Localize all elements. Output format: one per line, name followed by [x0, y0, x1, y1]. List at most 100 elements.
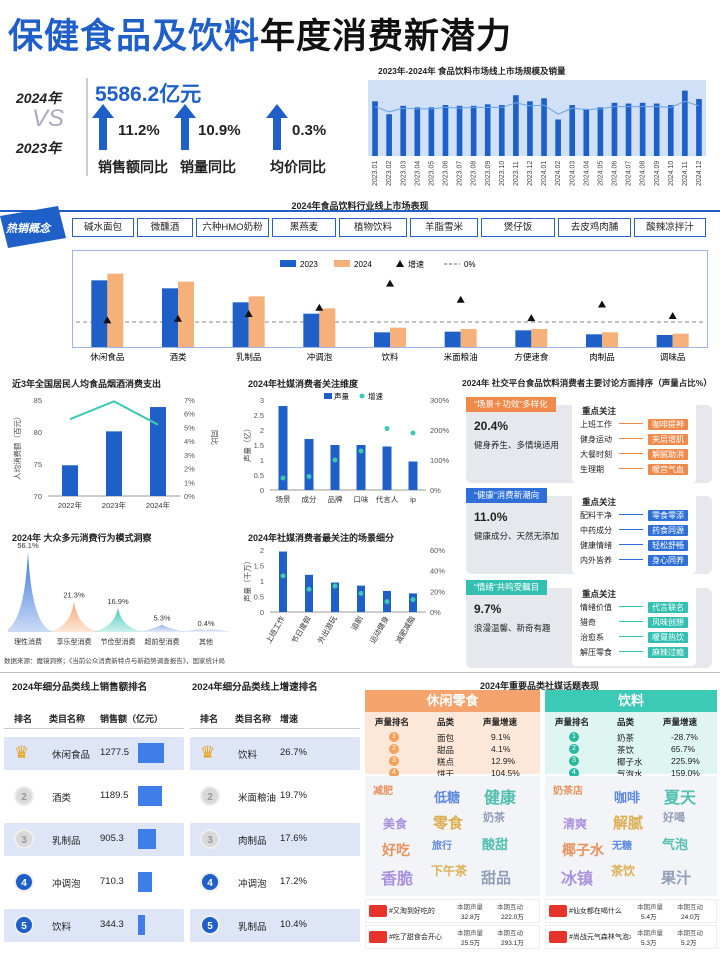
tick-2024.07: 2024.07 — [626, 161, 633, 186]
y2tick-100%: 100% — [430, 456, 450, 465]
year-a: 2024年 — [16, 90, 62, 106]
discuss-desc-1: 健康成分、天然无添加 — [474, 531, 560, 541]
hot-tag-碱水面包[interactable]: 碱水面包 — [72, 218, 134, 237]
cat-label-酒类: 酒类 — [169, 352, 187, 362]
kpi-label-1: 销售额同比 — [98, 159, 168, 175]
bar-场景 — [278, 406, 288, 490]
row-name-饮料: 饮料 — [52, 922, 72, 933]
connector — [619, 514, 643, 515]
bar-2023-冲调泡 — [303, 313, 320, 347]
tick-2024.08: 2024.08 — [640, 161, 647, 186]
hot-tag-植物饮料[interactable]: 植物饮料 — [339, 218, 407, 237]
bar-减肥减脂 — [409, 593, 417, 612]
row-name-酒类: 酒类 — [52, 793, 72, 804]
tick-2024.09: 2024.09 — [654, 161, 661, 186]
ytick-80: 80 — [34, 428, 42, 437]
title-part-b: 年度消费新潜力 — [260, 17, 513, 56]
hot-badge: 热销概念 — [0, 206, 66, 248]
kpi-label-3: 均价同比 — [270, 159, 326, 175]
y2tick-6%: 6% — [184, 410, 195, 419]
topic-rank-2: 2 — [569, 744, 579, 754]
topic-cat-椰子水: 椰子水 — [617, 757, 643, 767]
source-note: 数据来源：魔镜洞察；《当前公众消费新特点与新趋势调查报告》，国家统计局 — [4, 658, 225, 665]
discuss-item-猎奇: 猎奇 — [580, 618, 596, 627]
word-美食: 美食 — [383, 817, 408, 831]
bar-2023.09 — [484, 104, 491, 156]
connector — [619, 529, 643, 530]
rank-badge-2: 2 — [14, 786, 34, 806]
hot-tag-六种HMO奶粉[interactable]: 六种HMO奶粉 — [196, 218, 269, 237]
tick-2023.06: 2023.06 — [443, 161, 450, 186]
value-bar-乳制品 — [138, 829, 157, 849]
connector — [619, 468, 643, 469]
discuss-desc-2: 浪漫温馨、新奇有趣 — [474, 623, 551, 633]
discuss-pill-暖宫气血: 暖宫气血 — [648, 464, 688, 475]
tick-2024.02: 2024.02 — [555, 161, 562, 186]
post-platform-icon — [549, 905, 567, 917]
topic-header-品类: 品类 — [617, 717, 635, 727]
ytick-70: 70 — [34, 492, 42, 501]
rank-badge-4: 4 — [14, 872, 34, 892]
topic-growth-甜品: 4.1% — [491, 744, 511, 754]
hot-tag-煲仔饭[interactable]: 煲仔饭 — [481, 218, 555, 237]
year-b: 2023年 — [16, 140, 62, 156]
hot-tag-黑燕麦[interactable]: 黑燕麦 — [272, 218, 336, 237]
connector — [619, 438, 643, 439]
discuss-pill-风味创想: 风味创想 — [648, 617, 688, 628]
bar-2023.02 — [386, 114, 392, 156]
hot-tag-羊脂雪米[interactable]: 羊脂雪米 — [410, 218, 478, 237]
discuss-focus-1: 重点关注 — [582, 497, 617, 507]
xtick-外出游玩: 外出游玩 — [315, 614, 339, 645]
word-好喝: 好喝 — [663, 812, 685, 824]
discuss-focus-2: 重点关注 — [582, 589, 617, 599]
xtick-2024年: 2024年 — [146, 500, 171, 510]
bar-2024.09 — [653, 103, 660, 156]
tick-2024.10: 2024.10 — [668, 161, 675, 186]
ytick-0.5: 0.5 — [254, 471, 264, 480]
connector — [619, 606, 643, 607]
topic-head-饮料: 饮料 — [545, 690, 717, 712]
peak-理性消费 — [8, 552, 54, 632]
connector — [619, 423, 643, 424]
hot-tag-去皮鸡肉脯[interactable]: 去皮鸡肉脯 — [558, 218, 631, 237]
word-减肥: 减肥 — [373, 786, 393, 797]
peak-享乐型消费 — [48, 601, 100, 632]
discuss-tag-1: “健康”消费新潮向 — [466, 488, 548, 503]
post-topic: #吃了甜食会开心 — [389, 934, 442, 941]
connector — [619, 621, 643, 622]
tick-2023.03: 2023.03 — [400, 161, 407, 186]
discuss-pill-暖胃热饮: 暖胃热饮 — [648, 632, 688, 643]
industry-title: 2024年食品饮料行业线上市场表现 — [291, 201, 429, 211]
tick-2024.04: 2024.04 — [583, 161, 590, 186]
row-name-休闲食品: 休闲食品 — [52, 750, 91, 761]
hot-tag-酸辣凉拌汁[interactable]: 酸辣凉拌汁 — [634, 218, 706, 237]
discuss-pill-解腻助消: 解腻助消 — [648, 449, 688, 460]
bar-2023.03 — [400, 105, 407, 156]
rank-sales-title: 2024年细分品类线上销售额排名 — [12, 682, 148, 693]
bar-2024-饮料 — [390, 327, 406, 347]
bar-2024-米面粮油 — [460, 329, 477, 347]
discuss-item-健身运动: 健身运动 — [580, 435, 612, 444]
tick-2023.10: 2023.10 — [499, 161, 506, 186]
topic-growth-椰子水: 225.9% — [671, 756, 700, 766]
topics-title: 2024年重要品类社媒话题表现 — [480, 681, 600, 691]
kpi-value-2: 10.9% — [198, 122, 241, 139]
topic-growth-茶饮: 65.7% — [671, 744, 696, 754]
topic-header-声量增速: 声量增速 — [663, 717, 698, 727]
discuss-pill-麻辣过瘾: 麻辣过瘾 — [648, 647, 688, 658]
row-value-乳制品: 10.4% — [280, 919, 307, 930]
xtick-减肥减脂: 减肥减脂 — [393, 614, 417, 645]
bar-2024-休闲食品 — [107, 273, 124, 347]
row-value-冲调泡: 17.2% — [280, 876, 307, 887]
topic-header-声量排名: 声量排名 — [375, 717, 410, 727]
bar-2023.11 — [513, 95, 519, 156]
crown-icon: ♛ — [200, 743, 216, 762]
behavior-title: 2024年 大众多元消费行为模式洞察 — [12, 533, 152, 543]
xtick-享乐型消费: 享乐型消费 — [57, 637, 92, 646]
bar-品牌 — [330, 445, 340, 490]
focus-title: 2024年社媒消费者关注维度 — [248, 379, 359, 389]
bar-2024.02 — [555, 119, 561, 156]
hot-tag-微醺酒[interactable]: 微醺酒 — [137, 218, 193, 237]
tick-2024.12: 2024.12 — [696, 161, 703, 186]
growth-marker-调味品 — [668, 312, 677, 320]
